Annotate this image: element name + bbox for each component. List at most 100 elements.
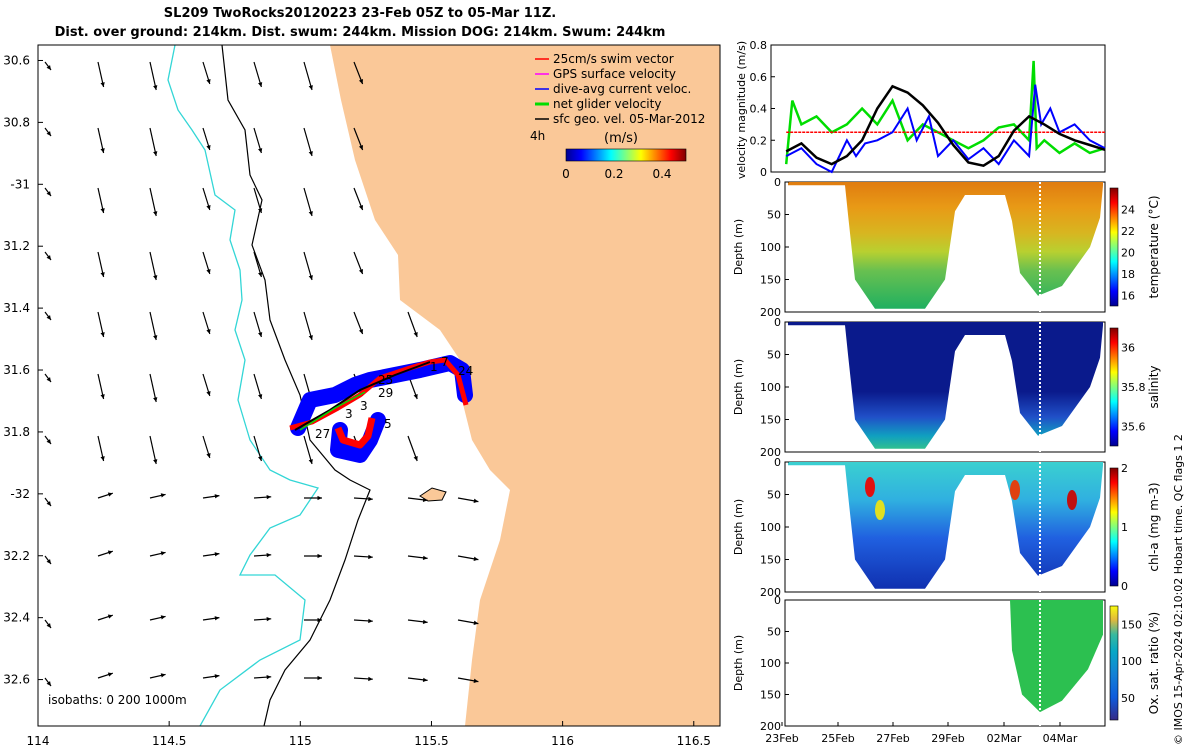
legend-entry: 25cm/s swim vector [553, 52, 674, 66]
section-y-tick-label: 50 [767, 349, 781, 362]
current-arrow-head [46, 131, 51, 136]
section-y-tick-label: 0 [774, 316, 781, 329]
section-y-tick-label: 100 [760, 657, 781, 670]
current-arrow-head [214, 674, 220, 679]
section-colorbar-tick: 2 [1121, 462, 1128, 475]
current-arrow-head [308, 459, 313, 464]
time-tick-label: 25Feb [821, 732, 854, 745]
section-colorbar [1109, 467, 1119, 587]
map-y-axis: 30.6 30.8 -31 31.2 31.4 31.6 31.8 -32 32.2 32.4 32… [3, 53, 43, 687]
section-ylabel: Depth (m) [732, 499, 745, 555]
current-arrow-head [308, 335, 313, 340]
current-arrow-head [100, 332, 105, 337]
current-arrow-head [413, 332, 418, 337]
speed-colorbar [565, 148, 687, 162]
track-day-label: 1 [430, 360, 438, 374]
current-arrow-head [46, 191, 51, 196]
current-arrow-head [46, 559, 51, 564]
section-y-tick-label: 200 [760, 586, 781, 599]
current-arrows [44, 61, 479, 687]
current-arrow-head [153, 151, 158, 156]
map-y-tick-label: 31.8 [3, 425, 30, 439]
chl-hotspot [1067, 490, 1077, 510]
current-arrow-head [100, 148, 105, 153]
map-y-tick-label: 31.4 [3, 301, 30, 315]
copyright-note: © IMOS 15-Apr-2024 02:10:02 Hobart time.… [1172, 434, 1185, 745]
map-x-tick-label: 114.5 [152, 734, 186, 748]
current-arrow-head [206, 145, 211, 150]
track-day-label: 24 [458, 364, 473, 378]
track-day-label: 29 [378, 386, 393, 400]
track-day-label: 7 [441, 355, 449, 369]
current-arrow-head [206, 453, 211, 458]
current-arrow-head [100, 208, 105, 213]
current-arrow-head [153, 211, 158, 216]
current-arrow-head [308, 85, 313, 90]
current-arrow-head [258, 148, 263, 153]
current-arrow-head [358, 145, 363, 150]
section-panel: 0 50 100 150 200 Depth (m) 35.6 35.8 36 salinity [732, 316, 1161, 459]
colorbar-tick-label: 0.4 [652, 167, 671, 181]
current-arrow-head [358, 79, 363, 84]
section-y-tick-label: 0 [774, 456, 781, 469]
legend-entry: dive-avg current veloc. [553, 82, 691, 96]
current-arrow-head [100, 394, 105, 399]
current-arrow-head [46, 623, 51, 628]
section-colorbar-tick: 22 [1121, 225, 1135, 238]
section-colorbar [1109, 327, 1119, 447]
section-y-tick-label: 200 [760, 720, 781, 733]
speed-colorbar-ticks: 0 0.2 0.4 [562, 167, 671, 181]
current-arrow-head [46, 315, 51, 320]
section-y-tick-label: 0 [774, 594, 781, 607]
section-colorbar-tick: 20 [1121, 246, 1135, 259]
time-tick-label: 02Mar [987, 732, 1022, 745]
velocity-y-tick-label: 0.2 [750, 134, 768, 147]
current-arrow-head [368, 676, 373, 682]
section-y-tick-label: 200 [760, 306, 781, 319]
current-arrow [303, 61, 313, 91]
map-y-tick-label: 30.6 [3, 53, 30, 67]
section-colorbar [1109, 187, 1119, 307]
section-colorbar-tick: 0 [1121, 580, 1128, 593]
track-day-label: 25 [378, 373, 393, 387]
section-data-fill [1010, 600, 1103, 713]
current-arrow-head [368, 618, 373, 624]
current-arrow-head [46, 65, 51, 70]
velocity-series [784, 60, 1106, 174]
isobath-note: isobaths: 0 200 1000m [48, 693, 187, 707]
isobath-1000m [167, 45, 320, 726]
current-arrow [149, 435, 157, 465]
current-arrow-head [214, 616, 220, 621]
current-arrow-head [258, 208, 263, 213]
current-arrow-head [100, 82, 105, 87]
current-arrow-head [422, 619, 428, 625]
current-arrow-head [368, 554, 373, 560]
section-colorbar [1109, 605, 1119, 721]
current-arrow-head [107, 550, 113, 555]
current-arrow-head [422, 677, 428, 683]
current-arrow-head [317, 675, 322, 681]
legend-entry: net glider velocity [553, 97, 661, 111]
velocity-y-tick-label: 0.4 [750, 103, 768, 116]
section-y-tick-label: 100 [760, 381, 781, 394]
time-axis: 23Feb 25Feb 27Feb 29Feb 02Mar 04Mar [765, 722, 1078, 745]
current-arrow-head [46, 439, 51, 444]
map-y-tick-label: 32.4 [3, 611, 30, 625]
map-y-tick-label: 32.6 [3, 673, 30, 687]
current-arrow-head [258, 82, 263, 87]
current-arrow-head [206, 269, 211, 274]
current-arrow-head [160, 615, 166, 620]
current-arrow-head [473, 620, 479, 625]
current-arrow [149, 61, 157, 91]
chl-hotspot [875, 500, 885, 520]
current-arrow-head [214, 494, 220, 499]
section-panel: 0 50 100 150 200 Depth (m) 0 1 2 chl-a (mg m-3) [732, 456, 1161, 599]
map-x-tick-label: 115.5 [414, 734, 448, 748]
velocity-series-line [785, 84, 1106, 168]
section-colorbar-tick: 35.8 [1121, 381, 1146, 394]
velocity-y-tick-label: 0.8 [750, 39, 768, 52]
chart-title: SL209 TwoRocks20120223 23-Feb 05Z to 05-… [163, 6, 557, 21]
current-arrow-head [317, 617, 322, 623]
current-arrow [303, 251, 313, 281]
current-arrow-head [46, 255, 51, 260]
